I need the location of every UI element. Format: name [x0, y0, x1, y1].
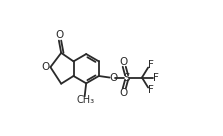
Text: O: O	[119, 57, 128, 67]
Text: O: O	[56, 30, 64, 40]
Text: O: O	[109, 72, 117, 83]
Text: F: F	[148, 60, 154, 70]
Text: CH₃: CH₃	[76, 95, 95, 105]
Text: S: S	[123, 72, 130, 83]
Text: O: O	[42, 62, 50, 72]
Text: F: F	[148, 85, 154, 95]
Text: F: F	[153, 72, 159, 83]
Text: O: O	[119, 88, 128, 98]
